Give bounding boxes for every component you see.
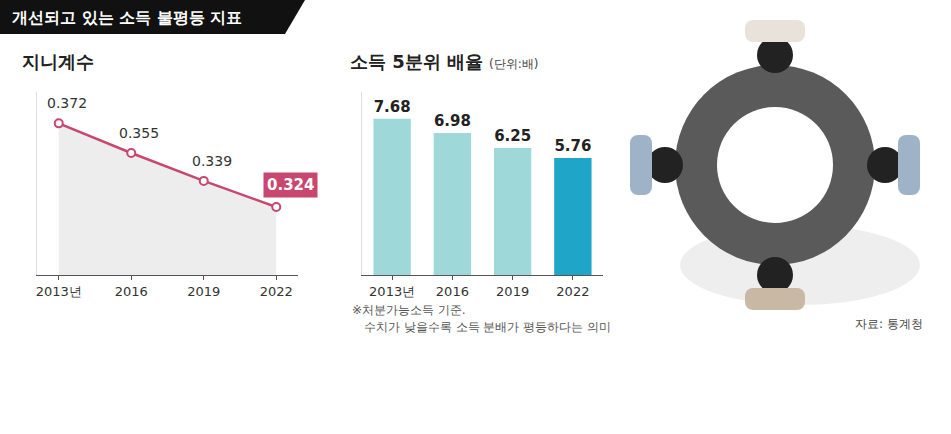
html-text:소득 5분위 배율 (단위:배): 소득 5분위 배율 (단위:배) (350, 51, 539, 72)
svg-text:개선되고 있는 소득 불평등 지표: 개선되고 있는 소득 불평등 지표 (12, 8, 242, 27)
svg-text:2016: 2016 (115, 284, 148, 299)
svg-text:2013년: 2013년 (36, 284, 82, 299)
svg-text:0.339: 0.339 (192, 153, 232, 169)
svg-text:2016: 2016 (436, 284, 469, 299)
svg-text:0.324: 0.324 (267, 176, 314, 194)
svg-text:0.355: 0.355 (119, 125, 159, 141)
html-text:지니계수: 지니계수 (22, 51, 94, 72)
svg-text:2019: 2019 (496, 284, 529, 299)
html-text:자료: 통계청: 자료: 통계청 (855, 317, 923, 331)
svg-text:6.98: 6.98 (434, 112, 471, 130)
html-text:수치가 낮을수록 소득 분배가 평등하다는 의미: 수치가 낮을수록 소득 분배가 평등하다는 의미 (364, 320, 612, 334)
svg-text:2013년: 2013년 (369, 284, 415, 299)
svg-text:2022: 2022 (556, 284, 589, 299)
svg-text:6.25: 6.25 (494, 127, 531, 145)
svg-text:2022: 2022 (260, 284, 293, 299)
svg-text:7.68: 7.68 (374, 98, 411, 116)
svg-text:0.372: 0.372 (47, 95, 87, 111)
svg-text:2019: 2019 (187, 284, 220, 299)
html-text:※처분가능소득 기준.: ※처분가능소득 기준. (352, 303, 466, 317)
svg-text:5.76: 5.76 (554, 137, 591, 155)
